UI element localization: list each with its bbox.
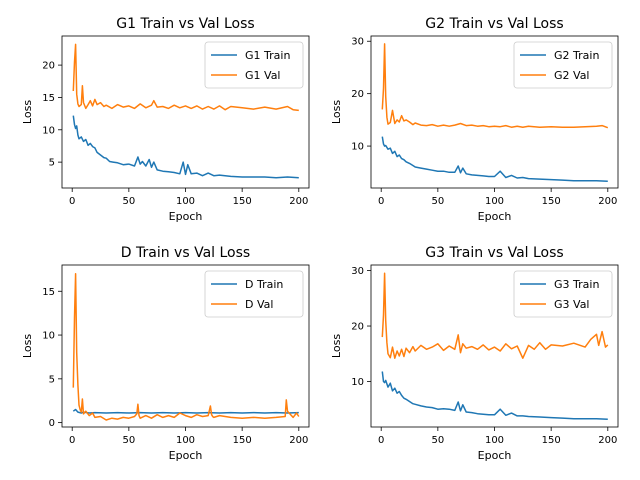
y-axis-label: Loss [330, 334, 343, 358]
plot-frame [61, 35, 310, 189]
x-tick-label: 0 [378, 435, 384, 446]
x-axis-label: Epoch [169, 210, 203, 223]
series-line-train [72, 408, 299, 414]
x-tick-label: 50 [122, 435, 135, 446]
legend-label: G3 Val [554, 298, 590, 311]
legend-box [513, 270, 613, 318]
plot-frame [370, 35, 619, 189]
y-axis-label: Loss [21, 100, 34, 124]
legend-label: G3 Train [554, 278, 599, 291]
legend-box [204, 270, 304, 318]
subplot-d: D Train vs Val Loss 0 50 100 150 200 0 5 10 15 Epo… [21, 245, 310, 462]
series-line-train [381, 371, 608, 420]
x-tick-label: 200 [598, 196, 617, 207]
y-tick-label: 30 [351, 37, 364, 48]
x-tick-label: 200 [598, 435, 617, 446]
x-tick-label: 150 [233, 435, 252, 446]
x-tick-label: 100 [176, 435, 195, 446]
y-axis-label: Loss [21, 334, 34, 358]
y-tick-label: 10 [351, 142, 364, 153]
x-axis-label: Epoch [169, 449, 203, 462]
y-tick-label: 10 [351, 377, 364, 388]
x-tick-label: 150 [542, 435, 561, 446]
y-tick-label: 20 [351, 322, 364, 333]
y-tick-label: 20 [351, 89, 364, 100]
y-tick-label: 20 [42, 61, 55, 72]
y-axis-label: Loss [330, 100, 343, 124]
legend-label: G2 Train [554, 49, 599, 62]
x-tick-label: 200 [289, 196, 308, 207]
legend-label: G1 Val [245, 69, 281, 82]
plot-frame [61, 264, 310, 428]
y-tick-label: 0 [49, 418, 55, 429]
x-tick-label: 150 [233, 196, 252, 207]
subplot-g3: G3 Train vs Val Loss 0 50 100 150 200 10 20 30 Ep… [330, 245, 619, 462]
x-tick-label: 0 [378, 196, 384, 207]
legend-label: G1 Train [245, 49, 290, 62]
y-tick-label: 10 [42, 331, 55, 342]
plot-frame [370, 264, 619, 428]
x-tick-label: 150 [542, 196, 561, 207]
subplot-g2: G2 Train vs Val Loss 0 50 100 150 200 10 20 30 Ep… [330, 16, 619, 223]
series-line-train [381, 136, 608, 182]
series-line-val [381, 43, 609, 129]
x-tick-label: 100 [485, 435, 504, 446]
legend-label: G2 Val [554, 69, 590, 82]
subplot-g1: G1 Train vs Val Loss 0 50 100 150 200 5 10 15 20 E… [21, 16, 310, 223]
y-tick-label: 15 [42, 93, 55, 104]
x-tick-label: 0 [69, 435, 75, 446]
legend-label: D Train [245, 278, 283, 291]
chart-title: G3 Train vs Val Loss [425, 245, 563, 261]
y-tick-label: 15 [42, 287, 55, 298]
x-tick-label: 50 [122, 196, 135, 207]
x-axis-label: Epoch [478, 210, 512, 223]
x-tick-label: 200 [289, 435, 308, 446]
chart-title: G1 Train vs Val Loss [116, 16, 254, 32]
x-axis-label: Epoch [478, 449, 512, 462]
y-tick-label: 10 [42, 125, 55, 136]
y-tick-label: 30 [351, 266, 364, 277]
x-tick-label: 50 [431, 196, 444, 207]
x-tick-label: 0 [69, 196, 75, 207]
series-line-val [72, 273, 300, 421]
series-line-val [72, 43, 299, 112]
y-tick-label: 5 [49, 158, 55, 169]
y-tick-label: 5 [49, 374, 55, 385]
chart-title: D Train vs Val Loss [121, 245, 250, 261]
x-tick-label: 100 [176, 196, 195, 207]
series-line-train [72, 115, 299, 179]
legend-box [204, 41, 304, 89]
chart-title: G2 Train vs Val Loss [425, 16, 563, 32]
legend-box [513, 41, 613, 89]
legend-label: D Val [245, 298, 273, 311]
x-tick-label: 50 [431, 435, 444, 446]
x-tick-label: 100 [485, 196, 504, 207]
series-line-val [381, 272, 609, 359]
